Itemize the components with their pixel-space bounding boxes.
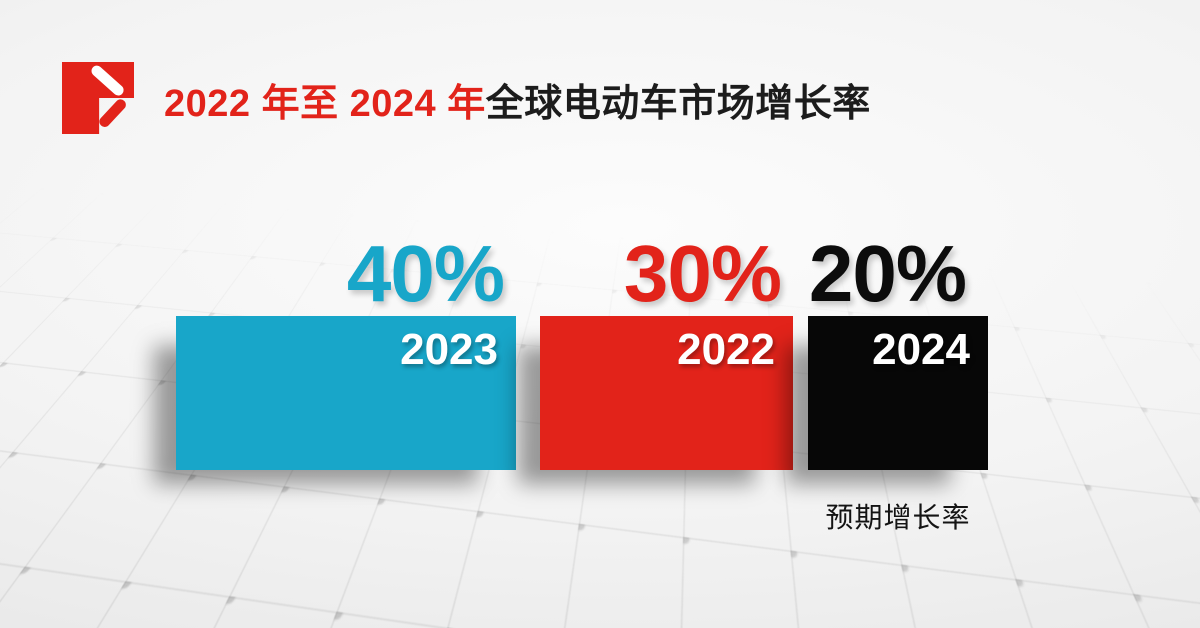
- expected-growth-note: 预期增长率: [825, 502, 971, 533]
- year-label-2023: 2023: [400, 325, 498, 374]
- title-subject: 全球电动车市场增长率: [485, 83, 871, 125]
- year-label-2024: 2024: [872, 325, 970, 374]
- bar-group-2024: 20% 2024: [808, 232, 988, 470]
- year-label-2022: 2022: [677, 325, 775, 374]
- bar-group-2022: 30% 2022: [540, 232, 793, 470]
- bar-2022: 2022: [540, 316, 793, 470]
- bar-2023: 2023: [176, 316, 516, 470]
- bar-2024: 2024: [808, 316, 988, 470]
- value-label-2022: 30%: [623, 229, 782, 318]
- value-label-2024: 20%: [808, 229, 967, 318]
- red-square-chevron-logo-icon: [62, 62, 134, 134]
- bar-group-2023: 40% 2023: [176, 232, 516, 470]
- page-title: 2022 年至 2024 年全球电动车市场增长率: [164, 72, 871, 127]
- value-label-2023: 40%: [346, 229, 505, 318]
- title-year-range: 2022 年至 2024 年: [164, 83, 486, 125]
